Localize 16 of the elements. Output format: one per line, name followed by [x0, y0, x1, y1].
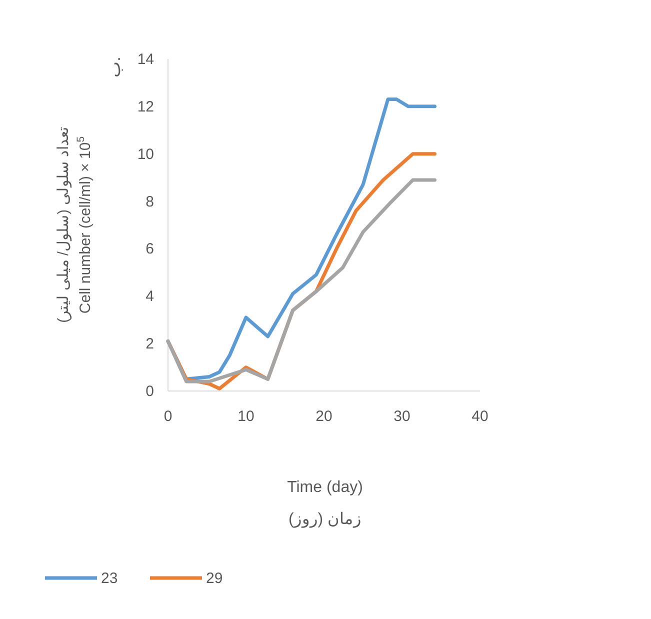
y-tick-label: 8: [146, 193, 154, 210]
x-tick-label: 0: [164, 408, 172, 425]
x-tick-label: 20: [316, 408, 332, 425]
y-tick-label: 12: [137, 98, 154, 116]
y-tick-label: 10: [137, 146, 154, 163]
legend-label: 29: [206, 570, 223, 587]
y-tick-label: 14: [137, 51, 154, 68]
y-tick-label: 0: [146, 383, 154, 400]
text: ب.: [105, 56, 124, 78]
y-tick-label: 2: [146, 336, 154, 353]
legend-label: 23: [101, 570, 118, 587]
x-tick-label: 40: [472, 408, 488, 425]
x-tick-label: 30: [394, 408, 410, 425]
y-tick-label: 6: [146, 240, 154, 258]
x-tick-label: 10: [238, 408, 254, 425]
y-tick-label: 4: [146, 288, 154, 306]
